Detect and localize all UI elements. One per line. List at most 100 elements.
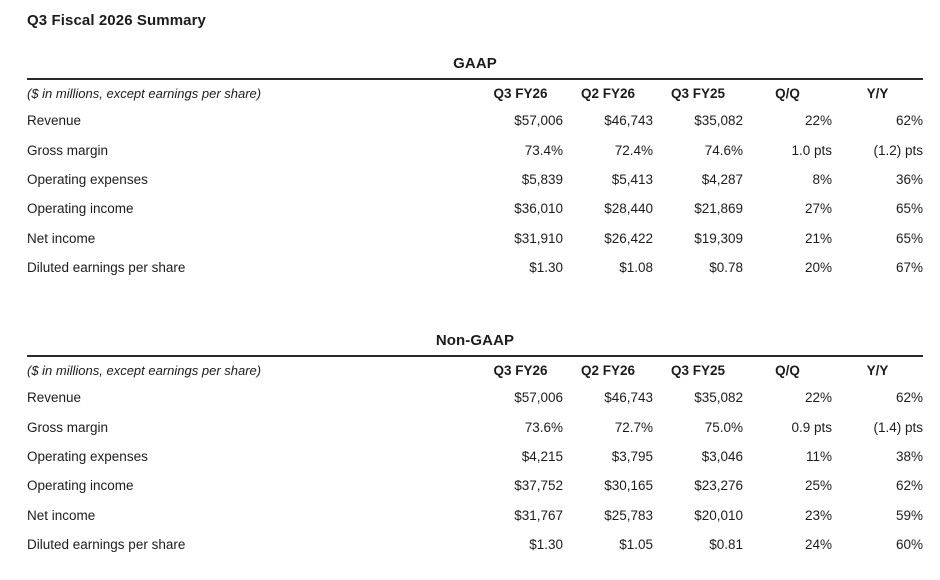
cell-q3fy26: $31,767 [514, 507, 563, 523]
cell-q3fy25: $4,287 [701, 171, 743, 187]
non-gaap-column-header-q2fy26: Q2 FY26 [580, 362, 636, 378]
row-label: Net income [27, 507, 96, 523]
cell-q3fy25: $0.78 [709, 260, 743, 276]
cell-q2fy26: $46,743 [604, 390, 653, 406]
cell-q2fy26: $46,743 [604, 113, 653, 129]
non-gaap-table-title: Non-GAAP [435, 332, 515, 349]
gaap-table-top-rule [27, 78, 923, 80]
table-row-operating-income: Operating income $37,752 $30,165 $23,276… [27, 471, 923, 500]
row-label: Operating expenses [27, 448, 148, 464]
cell-q3fy25: $35,082 [694, 113, 743, 129]
row-label: Net income [27, 230, 96, 246]
cell-qq: 25% [804, 478, 832, 494]
cell-qq: 23% [804, 507, 832, 523]
gaap-table-title: GAAP [453, 55, 497, 72]
cell-q2fy26: $1.08 [619, 260, 653, 276]
cell-q3fy26: $5,839 [521, 171, 563, 187]
cell-qq: 0.9 pts [791, 419, 832, 435]
row-label: Operating income [27, 478, 134, 494]
cell-qq: 22% [804, 390, 832, 406]
cell-q2fy26: $3,795 [611, 448, 653, 464]
non-gaap-column-header-q3fy25: Q3 FY25 [670, 362, 726, 378]
cell-q2fy26: $26,422 [604, 230, 653, 246]
non-gaap-column-header-qq: Q/Q [775, 362, 800, 378]
cell-qq: 20% [804, 260, 832, 276]
cell-q3fy25: $21,869 [694, 201, 743, 217]
cell-qq: 8% [812, 171, 832, 187]
cell-qq: 27% [804, 201, 832, 217]
cell-q2fy26: $28,440 [604, 201, 653, 217]
cell-q3fy26: $57,006 [514, 390, 563, 406]
row-label: Revenue [27, 390, 82, 406]
cell-yy: (1.2) pts [873, 142, 923, 158]
cell-yy: (1.4) pts [873, 419, 923, 435]
cell-q3fy25: $20,010 [694, 507, 743, 523]
cell-q3fy25: $3,046 [701, 448, 743, 464]
gaap-column-header-q2fy26: Q2 FY26 [580, 85, 636, 101]
table-row-net-income: Net income $31,767 $25,783 $20,010 23% 5… [27, 501, 923, 530]
cell-qq: 11% [805, 448, 832, 464]
cell-yy: 62% [895, 113, 923, 129]
cell-q3fy26: $57,006 [514, 113, 563, 129]
cell-q3fy26: $4,215 [521, 448, 563, 464]
cell-q2fy26: 72.7% [614, 419, 653, 435]
table-row-net-income: Net income $31,910 $26,422 $19,309 21% 6… [27, 224, 923, 253]
row-label: Revenue [27, 113, 82, 129]
cell-q3fy26: $37,752 [514, 478, 563, 494]
row-label: Gross margin [27, 419, 109, 435]
cell-q2fy26: $25,783 [604, 507, 653, 523]
cell-q3fy26: $1.30 [529, 537, 563, 553]
cell-q2fy26: $5,413 [611, 171, 653, 187]
cell-yy: 65% [895, 201, 923, 217]
cell-yy: 65% [895, 230, 923, 246]
cell-q3fy26: 73.6% [524, 419, 563, 435]
non-gaap-table-top-rule [27, 355, 923, 357]
cell-q3fy26: $31,910 [514, 230, 563, 246]
cell-q2fy26: $30,165 [604, 478, 653, 494]
cell-q3fy25: 74.6% [704, 142, 743, 158]
row-label: Operating income [27, 201, 134, 217]
cell-q3fy25: 75.0% [704, 419, 743, 435]
cell-yy: 59% [895, 507, 923, 523]
non-gaap-column-header-q3fy26: Q3 FY26 [493, 362, 548, 378]
table-row-revenue: Revenue $57,006 $46,743 $35,082 22% 62% [27, 383, 923, 412]
cell-q3fy26: $36,010 [514, 201, 563, 217]
table-row-diluted-eps: Diluted earnings per share $1.30 $1.05 $… [27, 530, 923, 559]
gaap-header-row: ($ in millions, except earnings per shar… [27, 80, 923, 106]
table-row-revenue: Revenue $57,006 $46,743 $35,082 22% 62% [27, 106, 923, 135]
gaap-units-caption: ($ in millions, except earnings per shar… [27, 85, 262, 101]
gaap-table: GAAP ($ in millions, except earnings per… [27, 56, 923, 282]
row-label: Gross margin [27, 142, 109, 158]
cell-q3fy25: $19,309 [694, 230, 743, 246]
table-row-operating-expenses: Operating expenses $4,215 $3,795 $3,046 … [27, 442, 923, 471]
table-row-gross-margin: Gross margin 73.4% 72.4% 74.6% 1.0 pts (… [27, 135, 923, 164]
row-label: Diluted earnings per share [27, 537, 186, 553]
cell-q3fy25: $0.81 [709, 537, 743, 553]
non-gaap-units-caption: ($ in millions, except earnings per shar… [27, 362, 262, 378]
cell-yy: 62% [895, 390, 923, 406]
non-gaap-column-header-yy: Y/Y [866, 362, 889, 378]
cell-q2fy26: $1.05 [619, 537, 653, 553]
row-label: Operating expenses [27, 171, 148, 187]
non-gaap-table: Non-GAAP ($ in millions, except earnings… [27, 333, 923, 559]
cell-qq: 24% [804, 537, 832, 553]
row-label: Diluted earnings per share [27, 260, 186, 276]
cell-yy: 62% [895, 478, 923, 494]
cell-qq: 21% [804, 230, 832, 246]
cell-yy: 38% [895, 448, 923, 464]
gaap-column-header-q3fy25: Q3 FY25 [670, 85, 726, 101]
page-title: Q3 Fiscal 2026 Summary [27, 12, 206, 29]
gaap-column-header-qq: Q/Q [775, 85, 800, 101]
cell-qq: 1.0 pts [791, 142, 832, 158]
table-row-gross-margin: Gross margin 73.6% 72.7% 75.0% 0.9 pts (… [27, 412, 923, 441]
cell-qq: 22% [804, 113, 832, 129]
cell-q3fy26: $1.30 [529, 260, 563, 276]
cell-yy: 60% [895, 537, 923, 553]
gaap-column-header-q3fy26: Q3 FY26 [493, 85, 548, 101]
table-row-operating-income: Operating income $36,010 $28,440 $21,869… [27, 194, 923, 223]
table-row-diluted-eps: Diluted earnings per share $1.30 $1.08 $… [27, 253, 923, 282]
cell-yy: 67% [895, 260, 923, 276]
cell-q3fy26: 73.4% [524, 142, 563, 158]
cell-q2fy26: 72.4% [614, 142, 653, 158]
